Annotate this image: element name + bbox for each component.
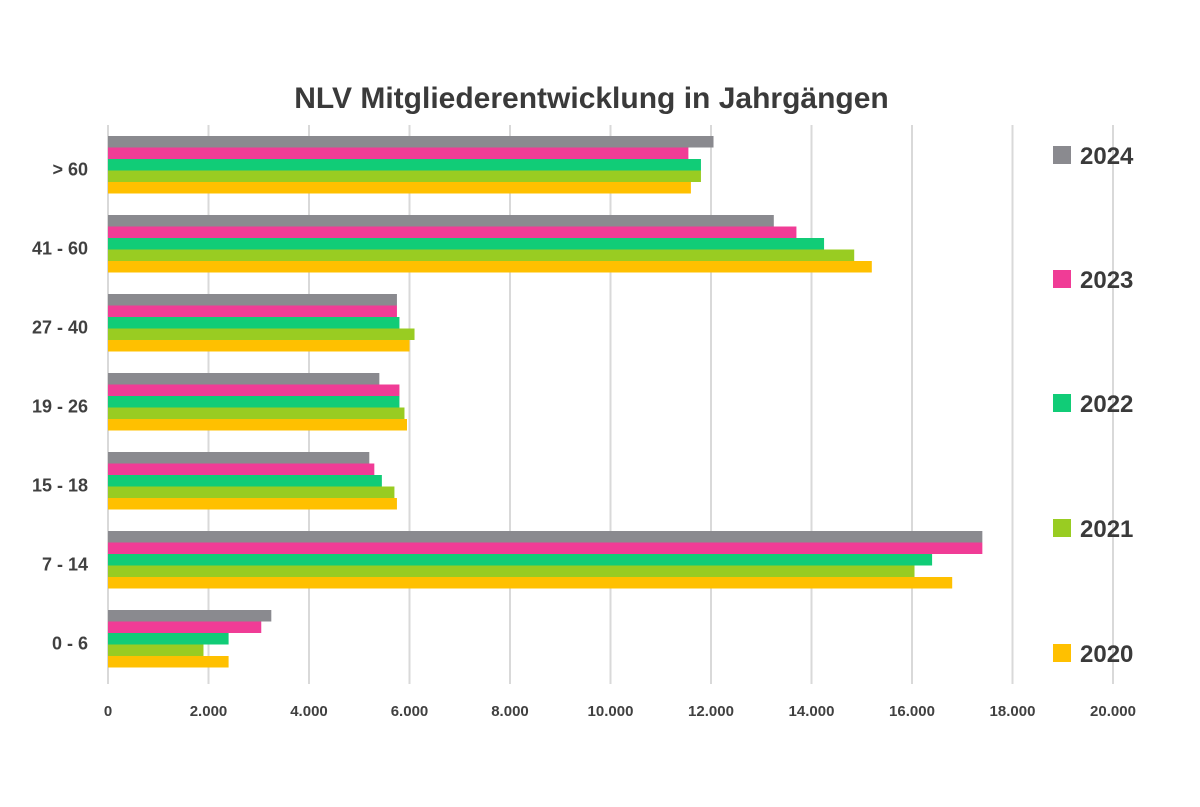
bar-2023-714 — [108, 542, 983, 554]
category-label: 41 - 60 — [32, 239, 88, 259]
legend-label: 2023 — [1080, 267, 1133, 294]
x-tick-label: 6.000 — [391, 703, 429, 720]
legend-item-2022: 2022 — [1053, 391, 1133, 418]
bar-2020-06 — [108, 656, 229, 668]
legend-item-2024: 2024 — [1053, 143, 1134, 170]
legend-item-2021: 2021 — [1053, 516, 1133, 543]
x-tick-label: 18.000 — [990, 703, 1036, 720]
category-label: 19 - 26 — [32, 397, 88, 417]
x-tick-label: 16.000 — [889, 703, 935, 720]
bar-2021-1926 — [108, 407, 405, 419]
bar-2023-1926 — [108, 384, 400, 396]
category-label: > 60 — [52, 160, 88, 180]
bar-2023-60 — [108, 147, 689, 159]
x-tick-label: 10.000 — [588, 703, 634, 720]
legend: 2024 2023 2022 2021 2020 — [1053, 143, 1134, 668]
legend-swatch — [1053, 394, 1071, 412]
bar-2022-4160 — [108, 238, 825, 250]
bar-2021-4160 — [108, 249, 855, 261]
legend-label: 2022 — [1080, 391, 1133, 418]
bar-2021-06 — [108, 644, 204, 656]
legend-swatch — [1053, 146, 1071, 164]
bar-2022-2740 — [108, 317, 400, 329]
legend-swatch — [1053, 270, 1071, 288]
bar-2023-2740 — [108, 305, 397, 317]
bar-2021-1518 — [108, 486, 395, 498]
bar-2022-1518 — [108, 475, 382, 487]
bar-2020-1518 — [108, 498, 397, 510]
bar-2021-714 — [108, 565, 915, 577]
bar-2023-1518 — [108, 463, 375, 475]
chart-title: NLV Mitgliederentwicklung in Jahrgängen — [294, 82, 889, 115]
legend-label: 2020 — [1080, 641, 1133, 668]
x-tick-label: 12.000 — [688, 703, 734, 720]
bar-2022-714 — [108, 554, 933, 566]
category-label: 7 - 14 — [42, 555, 88, 575]
bars — [108, 136, 983, 668]
x-tick-label: 14.000 — [789, 703, 835, 720]
x-axis-tick-labels: 0 2.000 4.000 6.000 8.000 10.000 12.000 14.000 1… — [104, 703, 1136, 720]
category-labels: 0 - 6 7 - 14 15 - 18 19 - 26 27 - 40 41 - 60 >… — [32, 160, 88, 654]
bar-2024-1518 — [108, 452, 370, 464]
legend-item-2020: 2020 — [1053, 641, 1133, 668]
legend-swatch — [1053, 644, 1071, 662]
x-tick-label: 20.000 — [1090, 703, 1136, 720]
bar-2024-60 — [108, 136, 714, 148]
x-tick-label: 2.000 — [190, 703, 228, 720]
bar-2024-714 — [108, 531, 983, 543]
bar-2024-2740 — [108, 294, 397, 306]
bar-2022-06 — [108, 633, 229, 645]
bar-2020-60 — [108, 182, 691, 194]
bar-2024-06 — [108, 610, 272, 622]
bar-2022-60 — [108, 159, 701, 171]
legend-swatch — [1053, 519, 1071, 537]
bar-2021-2740 — [108, 328, 415, 340]
bar-2024-4160 — [108, 215, 774, 227]
bar-2023-06 — [108, 621, 262, 633]
category-label: 15 - 18 — [32, 476, 88, 496]
x-tick-label: 0 — [104, 703, 112, 720]
bar-2022-1926 — [108, 396, 400, 408]
bar-2023-4160 — [108, 226, 797, 238]
bar-2024-1926 — [108, 373, 380, 385]
legend-label: 2024 — [1080, 143, 1134, 170]
bar-2020-2740 — [108, 340, 410, 352]
legend-label: 2021 — [1080, 516, 1133, 543]
x-tick-label: 8.000 — [491, 703, 529, 720]
x-tick-label: 4.000 — [290, 703, 328, 720]
bar-2020-714 — [108, 577, 953, 589]
bar-2021-60 — [108, 170, 701, 182]
legend-item-2023: 2023 — [1053, 267, 1133, 294]
bar-2020-4160 — [108, 261, 872, 273]
category-label: 27 - 40 — [32, 318, 88, 338]
category-label: 0 - 6 — [52, 634, 88, 654]
bar-2020-1926 — [108, 419, 407, 431]
